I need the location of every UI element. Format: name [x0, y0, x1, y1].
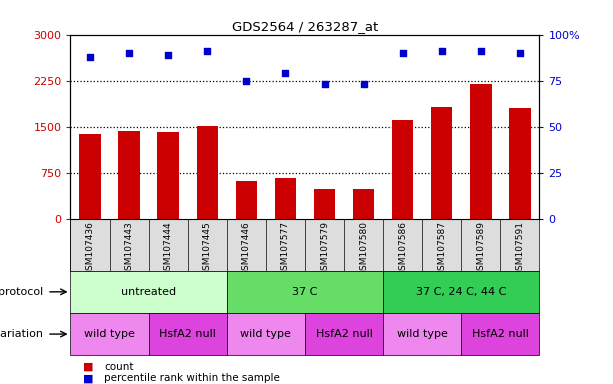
Bar — [197, 126, 218, 219]
Text: genotype/variation: genotype/variation — [0, 329, 43, 339]
Point — [242, 78, 251, 84]
Text: GSM107589: GSM107589 — [476, 222, 485, 276]
Point — [319, 81, 329, 88]
Bar — [70, 271, 227, 313]
Bar — [235, 181, 257, 219]
Bar — [158, 132, 179, 219]
Bar — [462, 313, 539, 355]
Text: HsfA2 null: HsfA2 null — [316, 329, 373, 339]
Text: protocol: protocol — [0, 287, 43, 297]
Title: GDS2564 / 263287_at: GDS2564 / 263287_at — [232, 20, 378, 33]
Bar — [275, 178, 296, 219]
Bar — [431, 107, 452, 219]
Text: count: count — [104, 362, 134, 372]
Text: 37 C, 24 C, 44 C: 37 C, 24 C, 44 C — [416, 287, 506, 297]
Point — [163, 52, 173, 58]
Point — [124, 50, 134, 56]
Bar — [70, 313, 149, 355]
Text: untreated: untreated — [121, 287, 176, 297]
Text: GSM107577: GSM107577 — [281, 222, 290, 276]
Point — [359, 81, 368, 88]
Point — [398, 50, 408, 56]
Bar — [227, 313, 305, 355]
Point — [202, 48, 212, 54]
Bar — [353, 189, 375, 219]
Bar — [392, 120, 413, 219]
Point — [476, 48, 485, 54]
Bar — [118, 131, 140, 219]
Bar — [227, 271, 383, 313]
Text: GSM107444: GSM107444 — [164, 222, 173, 276]
Text: GSM107446: GSM107446 — [242, 222, 251, 276]
Text: wild type: wild type — [240, 329, 291, 339]
Text: GSM107579: GSM107579 — [320, 222, 329, 276]
Bar — [383, 313, 462, 355]
Bar — [79, 134, 101, 219]
Bar — [305, 313, 383, 355]
Point — [515, 50, 525, 56]
Text: GSM107436: GSM107436 — [86, 222, 94, 276]
Bar — [314, 189, 335, 219]
Bar — [383, 271, 539, 313]
Text: GSM107445: GSM107445 — [203, 222, 211, 276]
Bar — [509, 108, 531, 219]
Bar — [470, 84, 492, 219]
Text: ■: ■ — [83, 362, 93, 372]
Text: GSM107580: GSM107580 — [359, 222, 368, 276]
Text: HsfA2 null: HsfA2 null — [472, 329, 529, 339]
Bar — [149, 313, 227, 355]
Text: GSM107587: GSM107587 — [437, 222, 446, 276]
Text: GSM107591: GSM107591 — [516, 222, 524, 276]
Text: HsfA2 null: HsfA2 null — [159, 329, 216, 339]
Text: GSM107586: GSM107586 — [398, 222, 407, 276]
Text: GSM107443: GSM107443 — [124, 222, 134, 276]
Point — [437, 48, 447, 54]
Text: 37 C: 37 C — [292, 287, 318, 297]
Text: ■: ■ — [83, 373, 93, 383]
Point — [85, 54, 95, 60]
Text: wild type: wild type — [84, 329, 135, 339]
Text: wild type: wild type — [397, 329, 447, 339]
Point — [281, 70, 291, 76]
Text: percentile rank within the sample: percentile rank within the sample — [104, 373, 280, 383]
